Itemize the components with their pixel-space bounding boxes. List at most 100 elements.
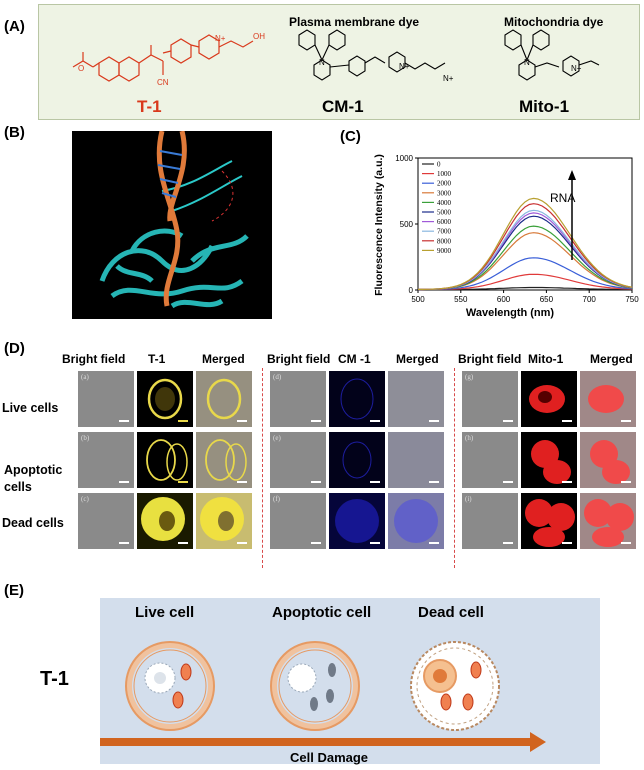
tile-brightfield-live-mito1: (g) [462, 371, 518, 427]
chart-y-label: Fluorescence Intensity (a.u.) [373, 154, 385, 296]
legend-label: 4000 [437, 199, 452, 207]
tile-merged-dead-t1 [196, 493, 252, 549]
t1-atom-o: O [78, 64, 84, 73]
y-tick-label: 0 [409, 286, 414, 295]
tile-brightfield-dead-cm1: (f) [270, 493, 326, 549]
legend-label: 1000 [437, 170, 452, 178]
panel-e-schematic: Live cell Apoptotic cell Dead cell Cell … [100, 598, 600, 765]
t1-atom-cn: CN [157, 78, 169, 87]
col-head-brightfield-1: Bright field [62, 352, 126, 366]
cm1-atom-n2: N+ [443, 74, 454, 83]
live-cell-label: Live cell [135, 604, 195, 621]
series-line [417, 257, 633, 291]
apoptotic-cell-diagram [270, 641, 360, 731]
t1-structure [72, 34, 254, 82]
t1-name: T-1 [137, 97, 162, 116]
cell-damage-arrowhead [530, 732, 546, 752]
tile-brightfield-dead-t1: (c) [78, 493, 134, 549]
chart-x-label: Wavelength (nm) [466, 307, 555, 319]
x-tick-label: 650 [540, 295, 554, 304]
mitochondria-title: Mitochondria dye [504, 15, 604, 29]
tile-t1-live [137, 371, 193, 427]
col-head-merged-1: Merged [202, 352, 245, 366]
dead-cell-diagram [410, 641, 500, 731]
col-head-brightfield-2: Bright field [267, 352, 331, 366]
legend-label: 2000 [437, 180, 452, 188]
t1-atom-nplus: N+ [215, 34, 226, 43]
legend-label: 6000 [437, 218, 452, 226]
panel-label-b: (B) [4, 124, 25, 141]
tile-merged-apoptotic-mito1 [580, 432, 636, 488]
tile-cm1-live [329, 371, 385, 427]
legend-label: 9000 [437, 247, 452, 255]
tile-merged-dead-mito1 [580, 493, 636, 549]
mito1-name: Mito-1 [519, 97, 570, 116]
tile-brightfield-apoptotic-mito1: (h) [462, 432, 518, 488]
col-head-merged-2: Merged [396, 352, 439, 366]
cm1-atom-n: N [319, 58, 325, 67]
tile-merged-apoptotic-cm1 [388, 432, 444, 488]
row-label-apoptotic: Apoptotic cells [4, 463, 63, 494]
col-head-mito1: Mito-1 [528, 352, 564, 366]
series-line [418, 197, 633, 290]
chemical-structures: O CN N+ OH N N+ N+ N [72, 29, 600, 87]
row-label-live: Live cells [2, 401, 59, 415]
legend-label: 3000 [437, 189, 452, 197]
mito1-structure [504, 29, 600, 81]
x-tick-label: 600 [497, 295, 511, 304]
tile-t1-apoptotic [137, 432, 193, 488]
rna-arrowhead [568, 170, 576, 180]
tile-merged-dead-cm1 [388, 493, 444, 549]
row-label-dead: Dead cells [2, 516, 64, 530]
tile-merged-live-t1 [196, 371, 252, 427]
tile-cm1-apoptotic [329, 432, 385, 488]
x-tick-label: 500 [411, 295, 425, 304]
mito1-atom-nplus: N+ [571, 64, 582, 73]
tile-brightfield-apoptotic-t1: (b) [78, 432, 134, 488]
dead-cell-label: Dead cell [418, 604, 484, 621]
col-head-merged-3: Merged [590, 352, 633, 366]
legend-label: 5000 [437, 209, 452, 217]
tile-mito1-dead [521, 493, 577, 549]
cm1-name: CM-1 [322, 97, 364, 116]
chart-annotation-rna: RNA [550, 191, 575, 205]
tile-t1-dead [137, 493, 193, 549]
tile-merged-live-mito1 [580, 371, 636, 427]
tile-brightfield-apoptotic-cm1: (e) [270, 432, 326, 488]
tile-cm1-dead [329, 493, 385, 549]
cm1-structure [298, 29, 446, 81]
live-cell-diagram [125, 641, 215, 731]
panel-label-d: (D) [4, 340, 25, 357]
panel-label-a: (A) [4, 18, 25, 35]
tile-brightfield-dead-mito1: (i) [462, 493, 518, 549]
panel-e-probe-label: T-1 [40, 668, 69, 690]
y-tick-label: 500 [400, 220, 414, 229]
apoptotic-cell-label: Apoptotic cell [272, 604, 372, 621]
cell-damage-schematic [100, 641, 546, 752]
tile-brightfield-live-cm1: (d) [270, 371, 326, 427]
legend-label: 0 [437, 161, 441, 169]
tile-mito1-apoptotic [521, 432, 577, 488]
col-head-brightfield-3: Bright field [458, 352, 522, 366]
panel-label-e: (E) [4, 582, 24, 599]
x-tick-label: 700 [583, 295, 597, 304]
mito1-atom-n: N [524, 58, 530, 67]
col-head-cm1: CM -1 [338, 352, 371, 366]
panel-a-structures: O CN N+ OH N N+ N+ N [38, 4, 640, 120]
t1-atom-oh: OH [253, 32, 265, 41]
legend-label: 7000 [437, 228, 452, 236]
cell-damage-label: Cell Damage [290, 750, 369, 765]
divider-1 [262, 368, 263, 568]
x-tick-label: 750 [625, 295, 639, 304]
divider-2 [454, 368, 455, 568]
cm1-atom-nplus: N+ [399, 62, 410, 71]
tile-brightfield-live-t1: (a) [78, 371, 134, 427]
col-head-t1: T-1 [148, 352, 166, 366]
tile-mito1-live [521, 371, 577, 427]
plasma-membrane-title: Plasma membrane dye [289, 15, 420, 29]
panel-c-chart: 500 550 600 650 700 750 0 500 1000 0 1000 2000 3000… [370, 150, 640, 320]
panel-label-c: (C) [340, 128, 361, 145]
protein-rna-model [72, 130, 272, 319]
tile-merged-live-cm1 [388, 371, 444, 427]
